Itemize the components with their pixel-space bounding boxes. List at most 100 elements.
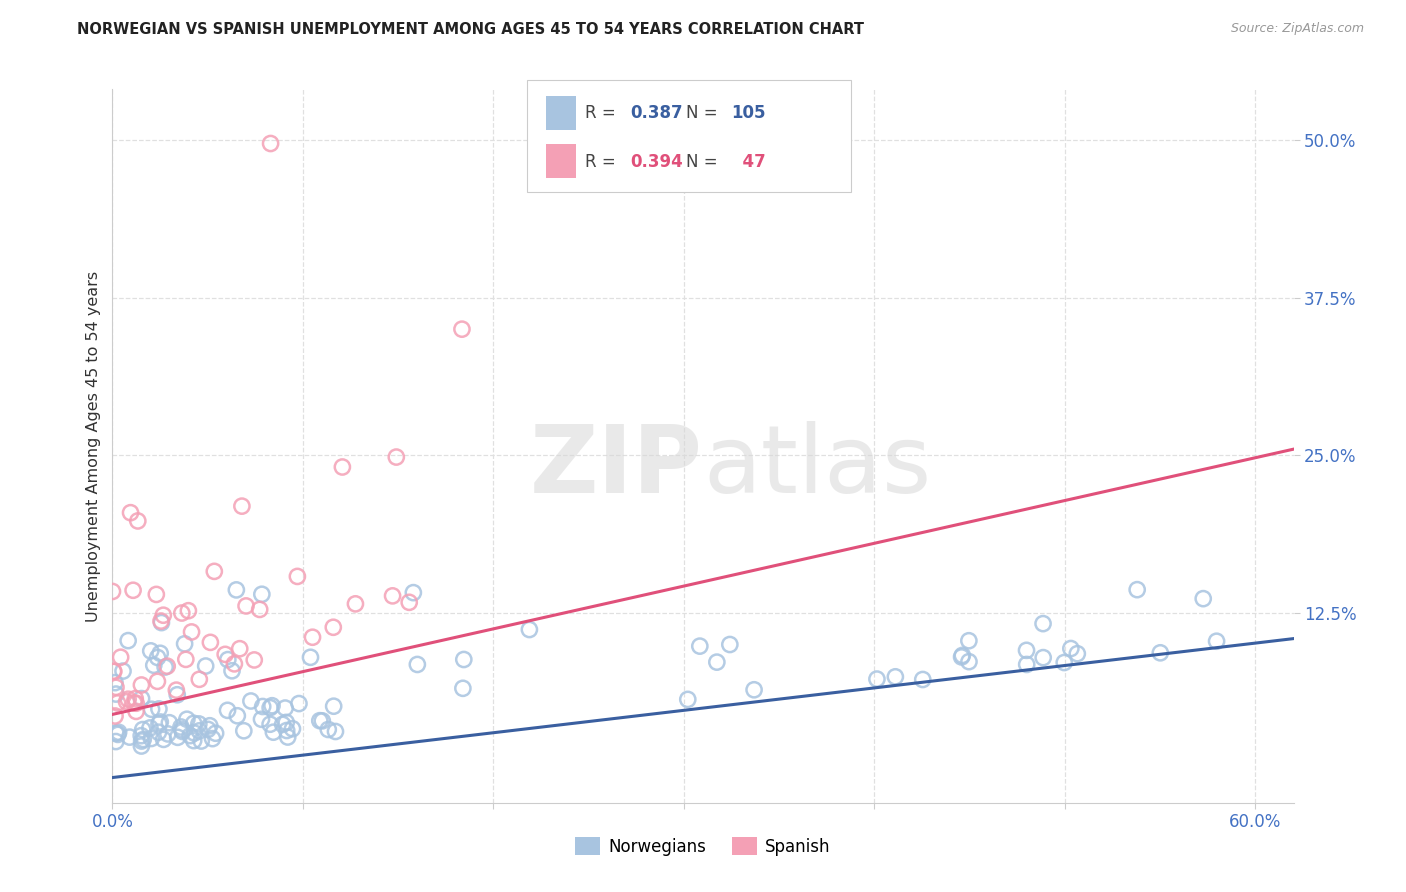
Point	[957, 633, 980, 648]
Point	[226, 708, 249, 723]
Point	[142, 658, 165, 673]
Point	[299, 650, 322, 665]
Point	[153, 660, 176, 674]
Point	[232, 723, 254, 738]
Point	[406, 657, 429, 672]
Point	[1149, 646, 1171, 660]
Point	[950, 649, 973, 664]
Point	[239, 694, 262, 708]
Point	[1066, 647, 1088, 661]
Point	[344, 597, 367, 611]
Point	[150, 614, 173, 628]
Point	[188, 673, 211, 687]
Point	[183, 733, 205, 747]
Point	[950, 648, 973, 663]
Point	[1060, 641, 1083, 656]
Point	[125, 696, 148, 710]
Point	[139, 644, 162, 658]
Text: N =: N =	[686, 153, 723, 170]
Point	[150, 615, 173, 630]
Point	[262, 725, 284, 739]
Point	[170, 723, 193, 737]
Point	[132, 732, 155, 747]
Point	[235, 599, 257, 613]
Point	[308, 714, 330, 728]
Point	[166, 731, 188, 745]
Point	[250, 587, 273, 601]
Point	[122, 583, 145, 598]
Point	[259, 717, 281, 731]
Point	[259, 700, 281, 714]
Point	[1053, 656, 1076, 670]
Point	[156, 659, 179, 673]
Point	[104, 734, 127, 748]
Point	[148, 725, 170, 739]
Point	[141, 731, 163, 746]
Text: R =: R =	[585, 104, 621, 122]
Point	[183, 716, 205, 731]
Point	[229, 641, 252, 656]
Point	[381, 589, 404, 603]
Point	[718, 638, 741, 652]
Point	[188, 723, 211, 738]
Point	[1015, 643, 1038, 657]
Point	[152, 608, 174, 623]
Point	[177, 604, 200, 618]
Point	[259, 136, 281, 151]
Point	[148, 716, 170, 731]
Point	[131, 723, 153, 737]
Point	[198, 719, 221, 733]
Point	[101, 584, 124, 599]
Point	[706, 655, 728, 669]
Point	[131, 739, 153, 753]
Point	[287, 569, 309, 583]
Point	[172, 724, 194, 739]
Point	[104, 726, 127, 740]
Point	[194, 659, 217, 673]
Point	[402, 585, 425, 599]
Point	[104, 675, 127, 690]
Point	[115, 695, 138, 709]
Point	[249, 602, 271, 616]
Point	[156, 727, 179, 741]
Point	[911, 673, 934, 687]
Point	[271, 717, 294, 731]
Point	[676, 692, 699, 706]
Point	[453, 652, 475, 666]
Point	[197, 723, 219, 737]
Point	[742, 682, 765, 697]
Point	[332, 460, 354, 475]
Point	[260, 698, 283, 713]
Point	[127, 514, 149, 528]
Point	[103, 665, 125, 679]
Point	[104, 687, 127, 701]
Point	[145, 587, 167, 601]
Point	[200, 635, 222, 649]
Point	[122, 696, 145, 710]
Point	[1032, 650, 1054, 665]
Point	[225, 582, 247, 597]
Point	[202, 565, 225, 579]
Point	[276, 723, 298, 738]
Point	[190, 734, 212, 748]
Point	[1032, 616, 1054, 631]
Point	[231, 499, 253, 513]
Point	[180, 624, 202, 639]
Point	[398, 595, 420, 609]
Point	[243, 653, 266, 667]
Point	[176, 712, 198, 726]
Text: R =: R =	[585, 153, 621, 170]
Y-axis label: Unemployment Among Ages 45 to 54 years: Unemployment Among Ages 45 to 54 years	[86, 270, 101, 622]
Point	[103, 665, 125, 679]
Text: NORWEGIAN VS SPANISH UNEMPLOYMENT AMONG AGES 45 TO 54 YEARS CORRELATION CHART: NORWEGIAN VS SPANISH UNEMPLOYMENT AMONG …	[77, 22, 865, 37]
Point	[139, 721, 162, 735]
Point	[274, 701, 297, 715]
Point	[187, 717, 209, 731]
Text: atlas: atlas	[703, 421, 931, 514]
Legend: Norwegians, Spanish: Norwegians, Spanish	[569, 830, 837, 863]
Point	[451, 681, 474, 696]
Point	[322, 620, 344, 634]
Point	[201, 731, 224, 746]
Text: 105: 105	[731, 104, 766, 122]
Point	[107, 696, 129, 710]
